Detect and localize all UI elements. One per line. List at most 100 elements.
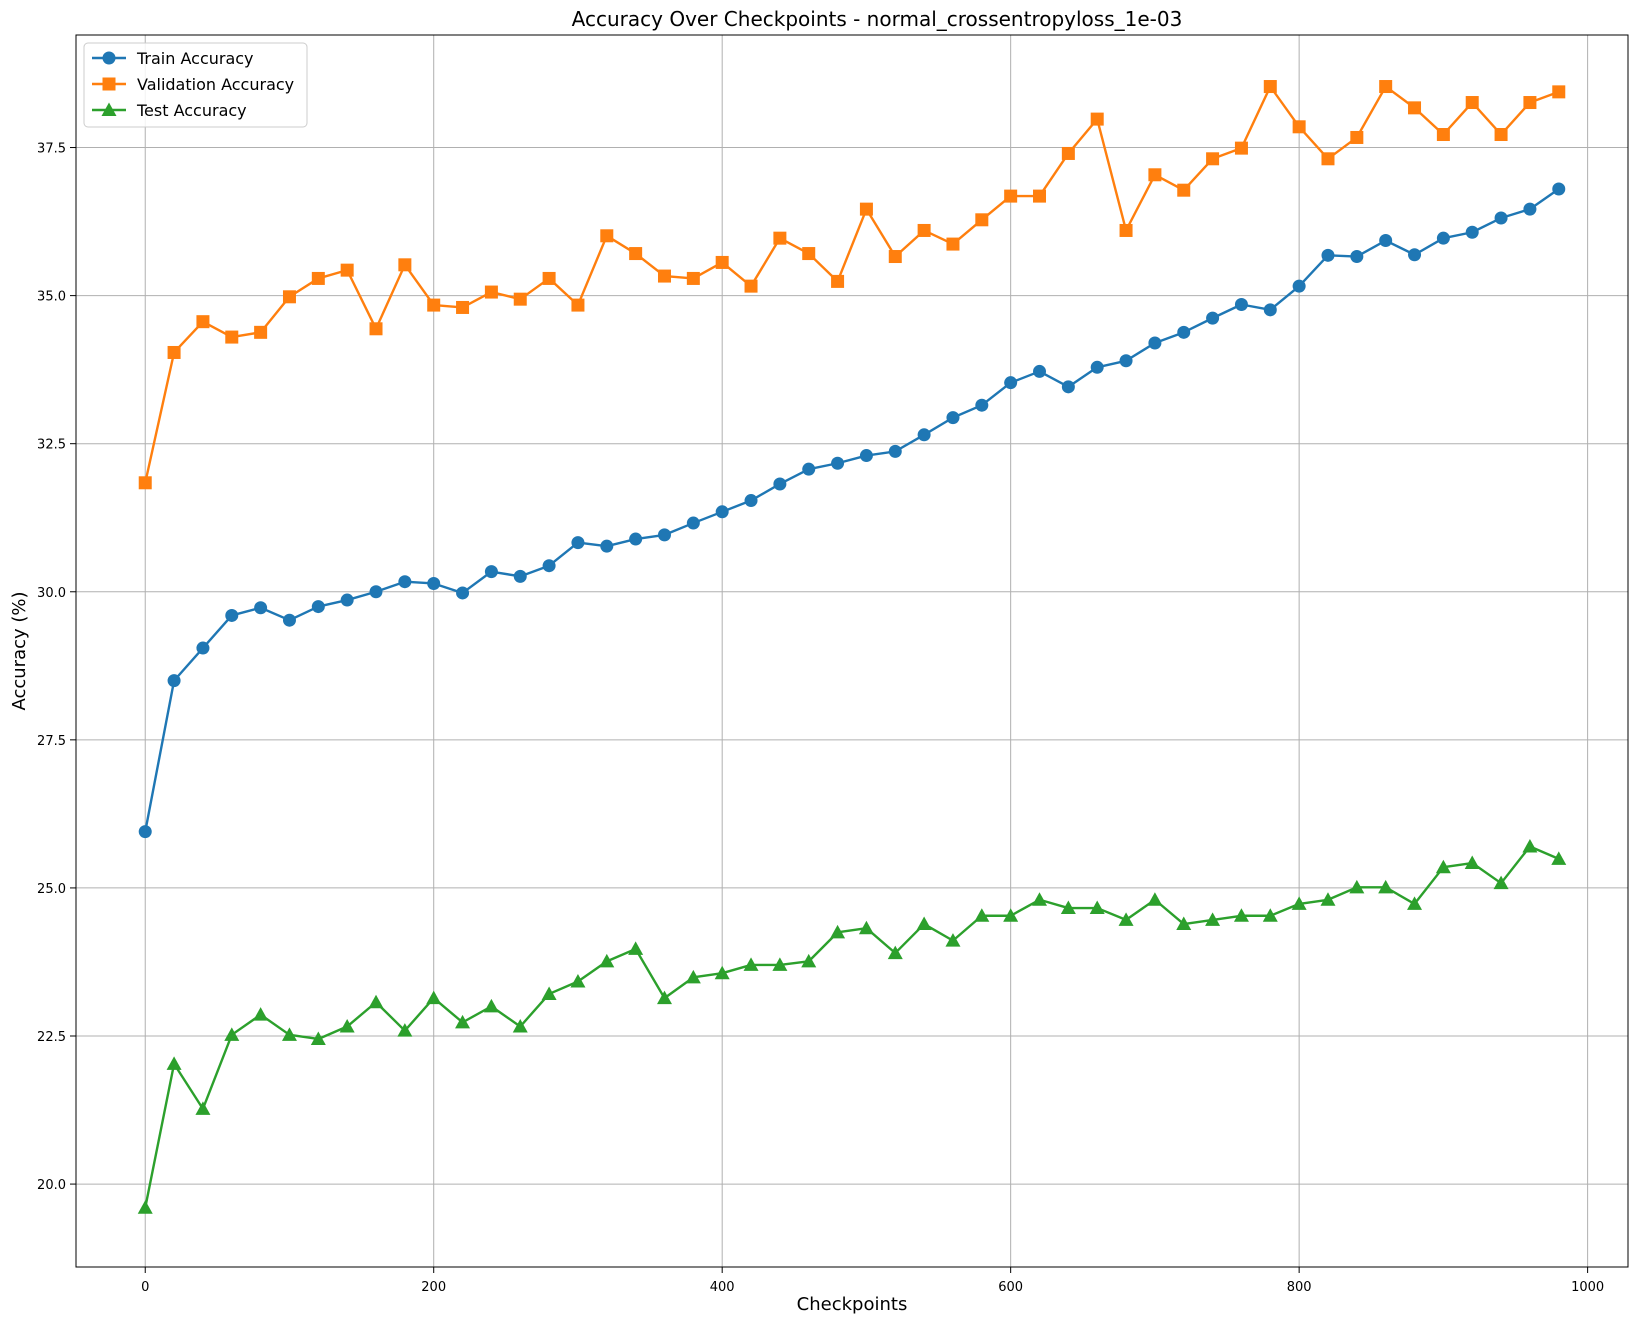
x-tick-label: 0 bbox=[141, 1280, 149, 1295]
train-accuracy-point bbox=[600, 539, 614, 553]
legend-swatch-marker bbox=[102, 51, 116, 65]
test-accuracy-point bbox=[628, 941, 644, 955]
train-accuracy-point bbox=[225, 608, 239, 622]
legend-swatch-marker bbox=[102, 77, 116, 91]
train-accuracy-point bbox=[1321, 248, 1335, 262]
validation-accuracy-point bbox=[686, 271, 700, 285]
validation-accuracy-point bbox=[715, 255, 729, 269]
legend-item-test-accuracy: Test Accuracy bbox=[92, 101, 247, 120]
train-accuracy-point bbox=[369, 585, 383, 599]
y-tick-label: 32.5 bbox=[37, 438, 66, 453]
test-accuracy-point bbox=[1089, 900, 1105, 915]
test-accuracy-point bbox=[1291, 896, 1307, 910]
train-accuracy-point bbox=[427, 576, 441, 590]
chart-title: Accuracy Over Checkpoints - normal_cross… bbox=[572, 7, 1183, 31]
x-tick-label: 400 bbox=[710, 1280, 735, 1295]
validation-accuracy-point bbox=[340, 263, 354, 277]
train-accuracy-point bbox=[254, 601, 268, 615]
validation-accuracy-point bbox=[802, 247, 816, 261]
validation-accuracy-point bbox=[282, 290, 296, 304]
test-accuracy-series bbox=[137, 838, 1567, 1214]
x-axis-label: Checkpoints bbox=[797, 1294, 908, 1315]
train-accuracy-point bbox=[1436, 231, 1450, 245]
validation-accuracy-point bbox=[1523, 96, 1537, 110]
validation-accuracy-point bbox=[542, 271, 556, 285]
test-accuracy-point bbox=[1176, 916, 1192, 931]
test-accuracy-point bbox=[974, 908, 990, 922]
validation-accuracy-point bbox=[1552, 85, 1566, 99]
validation-accuracy-point bbox=[167, 345, 181, 359]
legend-swatch-marker bbox=[101, 102, 117, 116]
validation-accuracy-point bbox=[456, 300, 470, 314]
validation-accuracy-point bbox=[1234, 141, 1248, 155]
validation-accuracy-point bbox=[1206, 152, 1220, 166]
validation-accuracy-point bbox=[600, 229, 614, 243]
test-accuracy-point bbox=[426, 990, 442, 1005]
validation-accuracy-point bbox=[1004, 189, 1018, 203]
test-accuracy-point bbox=[224, 1027, 240, 1041]
train-accuracy-point bbox=[1148, 336, 1162, 350]
validation-accuracy-point bbox=[1408, 101, 1422, 115]
validation-accuracy-point bbox=[1292, 120, 1306, 134]
y-tick-label: 22.5 bbox=[37, 1030, 66, 1045]
test-accuracy-point bbox=[599, 953, 615, 968]
validation-accuracy-point bbox=[773, 231, 787, 245]
train-accuracy-point bbox=[715, 505, 729, 519]
test-accuracy-point bbox=[1522, 838, 1538, 853]
test-accuracy-point bbox=[656, 990, 672, 1005]
test-accuracy-point bbox=[1378, 879, 1394, 894]
test-accuracy-point bbox=[1060, 900, 1076, 915]
train-accuracy-point bbox=[686, 516, 700, 530]
ticks: 0 200 400 600 800 1000 20.0 22.5 25.0 27.5 30.0 32.… bbox=[37, 142, 1604, 1295]
legend: Train Accuracy Validation Accuracy Test Ac… bbox=[83, 42, 308, 128]
validation-accuracy-point bbox=[1350, 130, 1364, 144]
test-accuracy-point bbox=[1032, 892, 1048, 906]
validation-accuracy-point bbox=[744, 279, 758, 293]
test-accuracy-point bbox=[1003, 908, 1019, 922]
train-accuracy-point bbox=[946, 411, 960, 425]
test-accuracy-point bbox=[541, 986, 557, 1000]
train-accuracy-point bbox=[167, 674, 181, 688]
train-accuracy-point bbox=[1061, 380, 1075, 394]
train-accuracy-series bbox=[138, 182, 1566, 839]
train-accuracy-point bbox=[1350, 250, 1364, 264]
train-accuracy-point bbox=[311, 600, 325, 614]
train-accuracy-point bbox=[975, 398, 989, 412]
y-axis-label: Accuracy (%) bbox=[9, 591, 30, 710]
train-accuracy-point bbox=[1206, 311, 1220, 325]
train-accuracy-point bbox=[1090, 360, 1104, 374]
validation-accuracy-point bbox=[225, 330, 239, 344]
train-accuracy-point bbox=[1004, 376, 1018, 390]
test-accuracy-point bbox=[195, 1101, 211, 1115]
test-accuracy-point bbox=[137, 1200, 153, 1214]
plot-frame bbox=[75, 34, 1629, 1268]
x-tick-label: 200 bbox=[421, 1280, 446, 1295]
test-accuracy-point bbox=[253, 1007, 269, 1021]
test-accuracy-point bbox=[1262, 908, 1278, 922]
test-accuracy-point bbox=[310, 1031, 326, 1045]
test-accuracy-point bbox=[1551, 851, 1567, 865]
test-accuracy-point bbox=[368, 994, 384, 1009]
validation-accuracy-point bbox=[1061, 146, 1075, 160]
test-accuracy-point bbox=[397, 1023, 413, 1037]
train-accuracy-point bbox=[773, 477, 787, 491]
legend-item-validation-accuracy: Validation Accuracy bbox=[92, 75, 294, 94]
test-accuracy-point bbox=[714, 965, 730, 980]
validation-accuracy-point bbox=[1494, 128, 1508, 142]
train-accuracy-point bbox=[1408, 248, 1422, 262]
test-accuracy-point bbox=[1407, 896, 1423, 910]
train-accuracy-point bbox=[456, 586, 470, 600]
validation-accuracy-point bbox=[1379, 80, 1393, 94]
validation-accuracy-point bbox=[1465, 96, 1479, 110]
train-accuracy-point bbox=[744, 494, 758, 508]
validation-accuracy-point bbox=[1033, 189, 1047, 203]
train-accuracy-point bbox=[1033, 364, 1047, 378]
validation-accuracy-point bbox=[1119, 223, 1133, 237]
train-accuracy-point bbox=[1465, 225, 1479, 239]
train-accuracy-point bbox=[888, 444, 902, 458]
train-accuracy-point bbox=[1177, 325, 1191, 339]
train-accuracy-point bbox=[1263, 303, 1277, 317]
grid bbox=[76, 35, 1628, 1267]
